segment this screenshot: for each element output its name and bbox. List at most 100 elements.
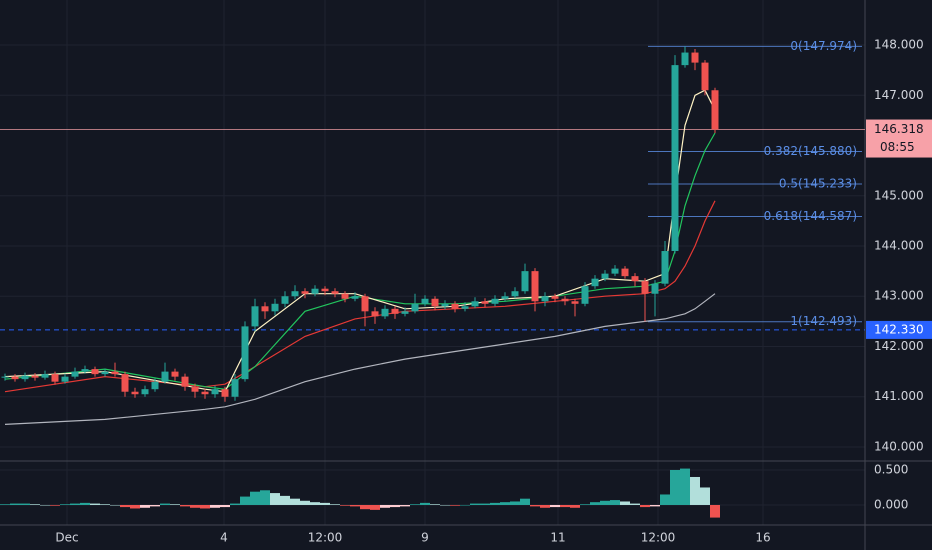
candle-body bbox=[521, 271, 529, 292]
candle-body bbox=[391, 308, 399, 314]
histogram-bar bbox=[640, 504, 650, 508]
histogram-bar bbox=[120, 504, 130, 508]
candle-body bbox=[361, 296, 369, 312]
candle-body bbox=[421, 298, 429, 304]
candle-body bbox=[441, 303, 449, 307]
fib-label: 0.5(145.233) bbox=[779, 177, 857, 191]
histogram-bar bbox=[450, 504, 460, 506]
x-tick-label: 16 bbox=[755, 531, 770, 545]
candle-body bbox=[181, 376, 189, 387]
histogram-bar bbox=[480, 503, 490, 505]
x-tick-label: 11 bbox=[550, 531, 565, 545]
candle-body bbox=[341, 293, 349, 299]
histogram-bar bbox=[540, 504, 550, 508]
candle-body bbox=[91, 369, 99, 375]
histogram-bar bbox=[700, 487, 710, 505]
candle-body bbox=[301, 291, 309, 294]
candle-body bbox=[401, 311, 409, 314]
candle-body bbox=[111, 371, 119, 375]
histogram-bar bbox=[360, 504, 370, 510]
x-tick-label: 12:00 bbox=[308, 531, 343, 545]
candle-body bbox=[81, 369, 89, 372]
x-tick-label: Dec bbox=[55, 531, 78, 545]
candle-body bbox=[281, 296, 289, 304]
candle-body bbox=[681, 52, 689, 66]
candle-body bbox=[501, 296, 509, 299]
histogram-bar bbox=[100, 504, 110, 505]
moving-average bbox=[4, 200, 716, 393]
histogram-bar bbox=[300, 500, 310, 505]
fib-label: 0(147.974) bbox=[790, 39, 857, 53]
y-tick-label: 140.000 bbox=[874, 439, 924, 453]
histogram-bar bbox=[500, 502, 510, 505]
histogram-bar bbox=[370, 504, 380, 510]
histogram-bar bbox=[400, 504, 410, 507]
candle-body bbox=[1, 376, 9, 378]
histogram-bar bbox=[410, 504, 420, 505]
histogram-bar bbox=[140, 504, 150, 508]
histogram-bar bbox=[130, 504, 140, 509]
histogram-bar bbox=[490, 502, 500, 505]
histogram-bar bbox=[460, 504, 470, 506]
countdown-label: 08:55 bbox=[880, 140, 915, 154]
candle-body bbox=[711, 90, 719, 130]
candle-body bbox=[211, 389, 219, 395]
candle-body bbox=[131, 391, 139, 395]
histogram-bar bbox=[240, 496, 250, 505]
histogram-bar bbox=[580, 504, 590, 505]
histogram-bar bbox=[280, 495, 290, 505]
candle-body bbox=[601, 273, 609, 279]
candle-body bbox=[251, 306, 259, 327]
candle-body bbox=[411, 303, 419, 312]
osc-tick-label: 0.000 bbox=[874, 497, 908, 511]
y-tick-label: 141.000 bbox=[874, 389, 924, 403]
histogram-bar bbox=[310, 502, 320, 505]
candle-body bbox=[41, 374, 49, 378]
histogram-bar bbox=[180, 504, 190, 507]
candle-body bbox=[551, 296, 559, 299]
histogram-bar bbox=[50, 504, 60, 506]
histogram-bar bbox=[520, 498, 530, 505]
moving-average bbox=[4, 293, 716, 425]
candle-body bbox=[611, 268, 619, 274]
histogram-bar bbox=[30, 504, 40, 505]
histogram-bar bbox=[650, 504, 660, 507]
histogram-bar bbox=[270, 493, 280, 505]
candle-body bbox=[691, 52, 699, 63]
candle-body bbox=[261, 306, 269, 312]
histogram-bar bbox=[110, 504, 120, 506]
histogram-bar bbox=[440, 504, 450, 506]
y-tick-label: 143.000 bbox=[874, 289, 924, 303]
candle-body bbox=[191, 386, 199, 392]
candle-body bbox=[671, 65, 679, 252]
candle-body bbox=[641, 281, 649, 294]
candle-body bbox=[471, 301, 479, 307]
candle-body bbox=[491, 298, 499, 304]
candle-body bbox=[201, 391, 209, 395]
histogram-bar bbox=[510, 501, 520, 505]
x-tick-label: 12:00 bbox=[641, 531, 676, 545]
histogram-bar bbox=[160, 503, 170, 505]
last-price-label: 146.318 bbox=[874, 122, 924, 136]
candle-body bbox=[351, 296, 359, 299]
fib-label: 0.618(144.587) bbox=[764, 209, 857, 223]
histogram-bar bbox=[550, 504, 560, 508]
candle-body bbox=[231, 379, 239, 397]
candle-body bbox=[141, 389, 149, 395]
histogram-bar bbox=[20, 503, 30, 505]
candle-body bbox=[561, 298, 569, 302]
histogram-bar bbox=[250, 491, 260, 505]
candle-body bbox=[291, 291, 299, 297]
candle-body bbox=[31, 375, 39, 378]
histogram-bar bbox=[710, 504, 720, 518]
candle-body bbox=[481, 301, 489, 304]
candle-body bbox=[11, 376, 19, 380]
candle-body bbox=[101, 371, 109, 375]
histogram-bar bbox=[350, 504, 360, 507]
y-tick-label: 147.000 bbox=[874, 88, 924, 102]
histogram-bar bbox=[170, 504, 180, 505]
histogram-bar bbox=[340, 504, 350, 506]
histogram-bar bbox=[200, 504, 210, 509]
histogram-bar bbox=[380, 504, 390, 508]
candle-body bbox=[241, 326, 249, 380]
